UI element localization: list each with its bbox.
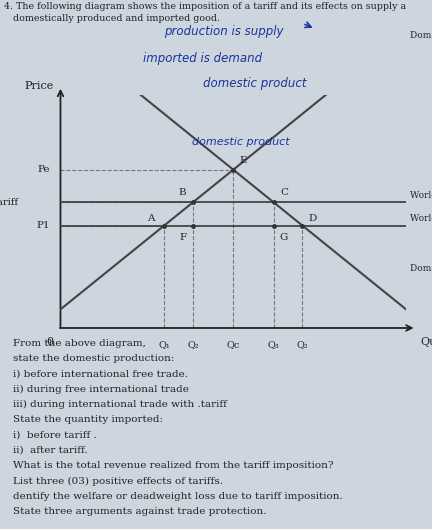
Text: imported is demand: imported is demand — [143, 52, 262, 65]
Text: Pe: Pe — [38, 165, 50, 174]
Text: 0: 0 — [47, 338, 54, 348]
Text: i) before international free trade.: i) before international free trade. — [13, 370, 188, 379]
Text: Q₃: Q₃ — [268, 340, 280, 349]
Text: state the domestic production:: state the domestic production: — [13, 354, 175, 363]
Text: B: B — [179, 188, 186, 197]
Text: Qc: Qc — [227, 340, 240, 349]
Text: production is supply: production is supply — [164, 25, 284, 38]
Text: domestic product: domestic product — [192, 137, 289, 147]
Text: Price: Price — [24, 80, 54, 90]
Text: G: G — [280, 233, 288, 242]
Text: List three (03) positive effects of tariffs.: List three (03) positive effects of tari… — [13, 477, 223, 486]
Text: Domestic Demand: Domestic Demand — [410, 264, 432, 273]
Text: Q₁: Q₁ — [158, 340, 170, 349]
Text: ii) during free international trade: ii) during free international trade — [13, 385, 189, 394]
Text: +Tariff: +Tariff — [0, 198, 19, 207]
Text: State the quantity imported:: State the quantity imported: — [13, 415, 163, 424]
Text: E: E — [240, 156, 248, 165]
Text: From the above diagram,: From the above diagram, — [13, 339, 146, 348]
Text: i)  before tariff .: i) before tariff . — [13, 431, 97, 440]
Text: P1: P1 — [37, 221, 50, 230]
Text: F: F — [179, 233, 186, 242]
Text: Domestic Supply: Domestic Supply — [410, 31, 432, 40]
Text: dentify the welfare or deadweight loss due to tariff imposition.: dentify the welfare or deadweight loss d… — [13, 492, 343, 501]
Text: ii)  after tariff.: ii) after tariff. — [13, 446, 88, 455]
Text: Quantity: Quantity — [420, 338, 432, 348]
Text: C: C — [280, 188, 288, 197]
Text: Q₂: Q₂ — [187, 340, 199, 349]
Text: What is the total revenue realized from the tariff imposition?: What is the total revenue realized from … — [13, 461, 334, 470]
Text: World Supply +: World Supply + — [410, 191, 432, 200]
Text: domestic product: domestic product — [203, 77, 307, 90]
Text: D: D — [308, 214, 317, 223]
Text: State three arguments against trade protection.: State three arguments against trade prot… — [13, 507, 267, 516]
Text: 4. The following diagram shows the imposition of a tariff and its effects on sup: 4. The following diagram shows the impos… — [4, 2, 407, 23]
Text: World Supply: World Supply — [410, 214, 432, 223]
Text: Q₂: Q₂ — [297, 340, 308, 349]
Text: iii) during international trade with .tariff: iii) during international trade with .ta… — [13, 400, 227, 409]
Text: A: A — [146, 214, 154, 223]
